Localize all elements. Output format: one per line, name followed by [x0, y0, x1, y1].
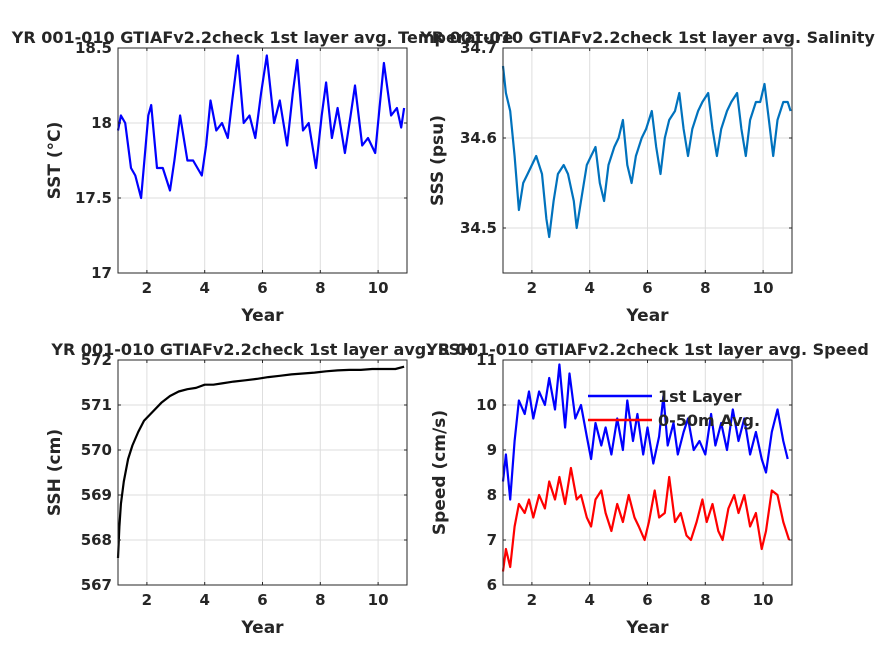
x-tick-label: 10: [368, 279, 389, 297]
series-line-1: [501, 363, 789, 501]
y-axis-label: SSH (cm): [45, 429, 65, 516]
y-tick-label: 9: [487, 441, 497, 459]
x-tick-label: 4: [199, 591, 209, 609]
x-tick-label: 6: [257, 591, 267, 609]
y-axis-label: SSS (psu): [428, 115, 448, 206]
x-tick-label: 10: [368, 591, 389, 609]
y-tick-label: 34.7: [460, 39, 497, 57]
x-tick-label: 8: [315, 591, 325, 609]
legend-label: 1st Layer: [658, 387, 742, 406]
x-tick-label: 6: [257, 279, 267, 297]
x-tick-label: 4: [584, 591, 594, 609]
legend-label: 0-50m Avg.: [658, 411, 760, 430]
chart-title: YR 001-010 GTIAFv2.2check 1st layer avg.…: [425, 340, 869, 359]
y-tick-label: 18.5: [75, 39, 112, 57]
y-tick-label: 17.5: [75, 189, 112, 207]
y-axis-label: SST (°C): [45, 122, 65, 200]
x-tick-label: 10: [753, 279, 774, 297]
y-axis-label: Speed (cm/s): [430, 410, 450, 535]
x-tick-label: 6: [642, 591, 652, 609]
chart-title: YR 001-010 GTIAFv2.2check 1st layer avg.…: [11, 28, 514, 47]
y-tick-label: 568: [81, 531, 112, 549]
x-tick-label: 2: [142, 279, 152, 297]
x-axis-label: Year: [625, 618, 669, 638]
series-line-1: [116, 54, 406, 200]
y-tick-label: 11: [476, 351, 497, 369]
y-tick-label: 572: [81, 351, 112, 369]
y-tick-label: 571: [81, 396, 112, 414]
chart-title: YR 001-010 GTIAFv2.2check 1st layer avg.…: [419, 28, 875, 47]
y-tick-label: 18: [91, 114, 112, 132]
x-axis-label: Year: [240, 618, 284, 638]
x-tick-label: 4: [584, 279, 594, 297]
series-line-2: [501, 466, 791, 572]
chart-ssh: 2 4 6 8 10 567 568 569 570 571 572 Year SSH (cm) YR 0…: [45, 340, 474, 638]
y-tick-label: 567: [81, 576, 112, 594]
x-axis-label: Year: [625, 306, 669, 326]
y-tick-label: 8: [487, 486, 497, 504]
x-tick-label: 8: [315, 279, 325, 297]
x-tick-label: 6: [642, 279, 652, 297]
x-tick-label: 4: [199, 279, 209, 297]
y-tick-label: 569: [81, 486, 112, 504]
x-tick-label: 2: [527, 591, 537, 609]
chart-sst: 2 4 6 8 10 17 17.5 18 18.5 Year SST (°C) YR 001-010…: [11, 28, 514, 326]
chart-speed: 2 4 6 8 10 6 7 8 9 10 11 Year Speed (cm/s) YR 001-010…: [425, 340, 869, 638]
x-tick-label: 8: [700, 591, 710, 609]
chart-sss: 2 4 6 8 10 34.5 34.6 34.7 Year SSS (psu) YR 001-01…: [419, 28, 875, 326]
x-tick-label: 2: [527, 279, 537, 297]
series-line-1: [116, 365, 405, 559]
y-tick-label: 6: [487, 576, 497, 594]
y-tick-label: 17: [91, 264, 112, 282]
y-tick-label: 34.5: [460, 219, 497, 237]
y-tick-label: 570: [81, 441, 112, 459]
series-line-1: [501, 65, 792, 239]
y-tick-label: 7: [487, 531, 497, 549]
x-tick-label: 2: [142, 591, 152, 609]
x-tick-label: 10: [753, 591, 774, 609]
y-tick-label: 10: [476, 396, 497, 414]
y-tick-label: 34.6: [460, 129, 497, 147]
x-axis-label: Year: [240, 306, 284, 326]
x-tick-label: 8: [700, 279, 710, 297]
chart-title: YR 001-010 GTIAFv2.2check 1st layer avg.…: [50, 340, 473, 359]
